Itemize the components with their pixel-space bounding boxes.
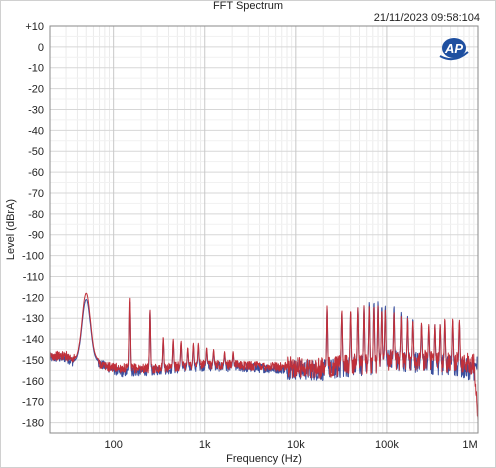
y-tick-label: -80	[28, 209, 44, 221]
ap-logo-badge	[442, 38, 466, 58]
y-tick-label: 0	[38, 42, 44, 54]
x-tick-label: 10k	[287, 439, 305, 451]
y-tick-label: -170	[22, 397, 44, 409]
x-tick-label: 100k	[375, 439, 399, 451]
y-tick-label: -150	[22, 355, 44, 367]
y-tick-label: -160	[22, 376, 44, 388]
y-tick-label: -30	[28, 104, 44, 116]
y-tick-label: -60	[28, 167, 44, 179]
y-tick-label: -20	[28, 84, 44, 96]
y-axis-ticks: +10 0 -10 -20 -30 -40 -50 -60 -70 -80 -90 -100 -110 -…	[22, 21, 44, 430]
x-axis-title: Frequency (Hz)	[226, 453, 302, 465]
y-tick-label: -130	[22, 313, 44, 325]
x-tick-label: 1M	[462, 439, 477, 451]
y-tick-label: -120	[22, 292, 44, 304]
y-tick-label: +10	[25, 21, 44, 33]
y-tick-label: -40	[28, 125, 44, 137]
timestamp: 21/11/2023 09:58:104	[373, 12, 480, 24]
y-tick-label: -90	[28, 230, 44, 242]
ap-logo-text: AP	[444, 41, 463, 56]
chart-title: FFT Spectrum	[212, 0, 284, 12]
plot-border	[49, 25, 479, 434]
spectrum-series-2	[49, 292, 479, 421]
y-axis-title: Level (dBrA)	[5, 199, 17, 260]
y-tick-label: -50	[28, 146, 44, 158]
ap-logo-swoosh	[439, 51, 469, 61]
y-tick-label: -180	[22, 418, 44, 430]
y-tick-label: -140	[22, 334, 44, 346]
ap-logo: AP	[439, 38, 469, 61]
series-layer	[49, 292, 479, 421]
x-tick-label: 100	[104, 439, 122, 451]
y-tick-label: -70	[28, 188, 44, 200]
y-tick-label: -100	[22, 251, 44, 263]
x-tick-label: 1k	[199, 439, 211, 451]
y-tick-label: -110	[23, 271, 44, 283]
x-axis-ticks: 100 1k 10k 100k 1M	[104, 439, 477, 451]
y-tick-label: -10	[28, 63, 44, 75]
